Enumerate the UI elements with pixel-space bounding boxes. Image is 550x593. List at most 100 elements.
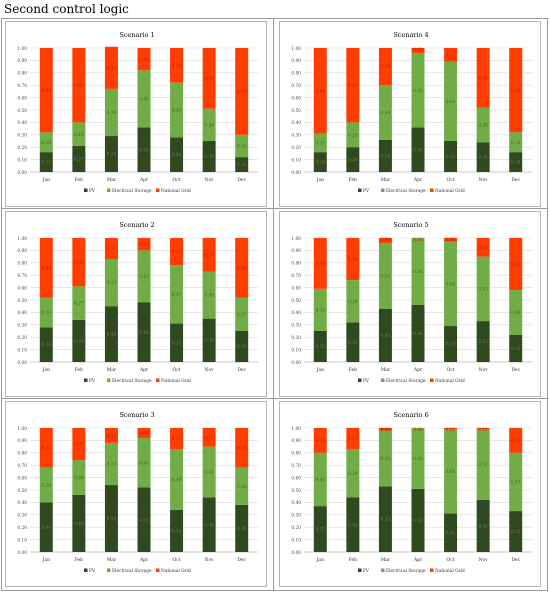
y-tick-label: 0.20 [291, 336, 301, 341]
x-tick-label: Jan [42, 177, 50, 183]
bar-national-grid [202, 428, 216, 447]
y-tick-label: 0.50 [291, 299, 301, 304]
y-tick-label: 0.40 [17, 501, 27, 506]
data-label: 0.31 [446, 531, 456, 536]
legend-label-national-grid: National Grid [161, 189, 191, 194]
bar-national-grid [137, 428, 151, 438]
chart-panel-scenario-4: Scenario 4 0.00 0.10 0.20 0.30 0.40 0.50 0.60 0.… [279, 21, 541, 207]
bar-pv [202, 141, 216, 172]
data-label: 0.32 [348, 341, 358, 346]
data-label: 0.03 [446, 238, 456, 243]
data-label: 0.08 [139, 432, 149, 437]
bar-pv [39, 502, 53, 552]
y-tick-label: 0.60 [17, 286, 27, 291]
x-tick-label: Mar [381, 367, 391, 373]
bar-pv [509, 152, 523, 172]
data-label: 0.46 [413, 332, 423, 337]
data-label: 0.18 [139, 58, 149, 63]
bar-pv [313, 331, 327, 362]
y-tick-label: 0.50 [17, 489, 27, 494]
data-label: 0.68 [511, 89, 521, 94]
x-tick-label: Apr [139, 367, 149, 373]
chart-title: Scenario 5 [393, 221, 428, 229]
legend-label-electrical-storage: Electrical Storage [386, 569, 426, 574]
y-tick-label: 0.10 [17, 538, 27, 543]
y-tick-label: 0.30 [17, 324, 27, 329]
y-tick-label: 1.00 [291, 47, 301, 52]
y-tick-label: 0.70 [291, 464, 301, 469]
x-tick-label: Feb [349, 557, 358, 563]
y-tick-label: 0.80 [291, 72, 301, 77]
bar-pv [476, 499, 490, 552]
bar-pv [313, 506, 327, 552]
data-label: 0.51 [413, 519, 423, 524]
y-tick-label: 0.20 [17, 526, 27, 531]
row-divider-2 [1, 398, 548, 399]
bar-electrical-storage [235, 297, 249, 331]
chart-title: Scenario 3 [119, 411, 154, 419]
x-tick-label: Dec [237, 367, 246, 373]
bar-pv [235, 504, 249, 552]
x-tick-label: Nov [205, 367, 215, 373]
bar-electrical-storage [137, 70, 151, 128]
data-label: 0.68 [446, 470, 456, 475]
data-label: 0.27 [237, 313, 247, 318]
data-label: 0.16 [315, 161, 325, 166]
bar-national-grid [170, 48, 184, 83]
data-label: 0.25 [237, 345, 247, 350]
y-tick-label: 1.00 [291, 237, 301, 242]
bar-electrical-storage [444, 241, 458, 327]
bar-electrical-storage [346, 122, 360, 148]
bar-national-grid [378, 238, 392, 243]
y-tick-label: 0.90 [291, 439, 301, 444]
y-tick-label: 1.00 [17, 237, 27, 242]
legend-label-national-grid: National Grid [435, 379, 465, 384]
bar-pv [346, 147, 360, 172]
data-label: 0.41 [204, 471, 214, 476]
data-label: 0.17 [107, 247, 117, 252]
legend-swatch-national-grid [430, 188, 434, 192]
legend-swatch-national-grid [156, 188, 160, 192]
data-label: 0.29 [446, 343, 456, 348]
y-tick-label: 0.90 [291, 249, 301, 254]
x-tick-label: Oct [173, 177, 181, 183]
data-label: 0.54 [413, 270, 423, 275]
bar-electrical-storage [170, 449, 184, 510]
chart-panel-scenario-1: Scenario 1 0.00 0.10 0.20 0.30 0.40 0.50 0.60 0.… [5, 21, 267, 207]
bar-electrical-storage [313, 133, 327, 153]
page-title: Second control logic [4, 2, 129, 16]
x-tick-label: Oct [447, 557, 455, 563]
legend-label-electrical-storage: Electrical Storage [112, 189, 152, 194]
y-tick-label: 0.10 [291, 348, 301, 353]
y-tick-label: 0.50 [291, 489, 301, 494]
legend-label-electrical-storage: Electrical Storage [112, 379, 152, 384]
bar-pv [137, 487, 151, 552]
x-tick-label: Feb [349, 177, 358, 183]
x-tick-label: Jan [42, 557, 50, 563]
data-label: 0.42 [139, 275, 149, 280]
y-tick-label: 0.80 [291, 262, 301, 267]
x-tick-label: Apr [139, 557, 149, 563]
bar-national-grid [72, 238, 86, 287]
data-label: 0.30 [381, 65, 391, 70]
bar-pv [378, 308, 392, 362]
y-tick-label: 0.80 [17, 72, 27, 77]
data-label: 0.53 [381, 518, 391, 523]
bar-national-grid [476, 428, 490, 430]
x-tick-label: Apr [413, 557, 423, 563]
y-tick-label: 0.10 [291, 158, 301, 163]
bar-electrical-storage [39, 297, 53, 328]
bar-electrical-storage [39, 467, 53, 503]
legend-label-national-grid: National Grid [161, 379, 191, 384]
data-label: 0.18 [237, 145, 247, 150]
y-tick-label: 1.00 [291, 427, 301, 432]
data-label: 0.29 [107, 153, 117, 158]
data-label: 0.52 [478, 287, 488, 292]
y-tick-label: 0.00 [291, 361, 301, 366]
y-tick-label: 0.60 [291, 476, 301, 481]
data-label: 0.47 [172, 293, 182, 298]
x-tick-label: Nov [205, 557, 215, 563]
data-label: 0.22 [172, 250, 182, 255]
data-label: 0.33 [478, 340, 488, 345]
x-tick-label: Jan [42, 367, 50, 373]
